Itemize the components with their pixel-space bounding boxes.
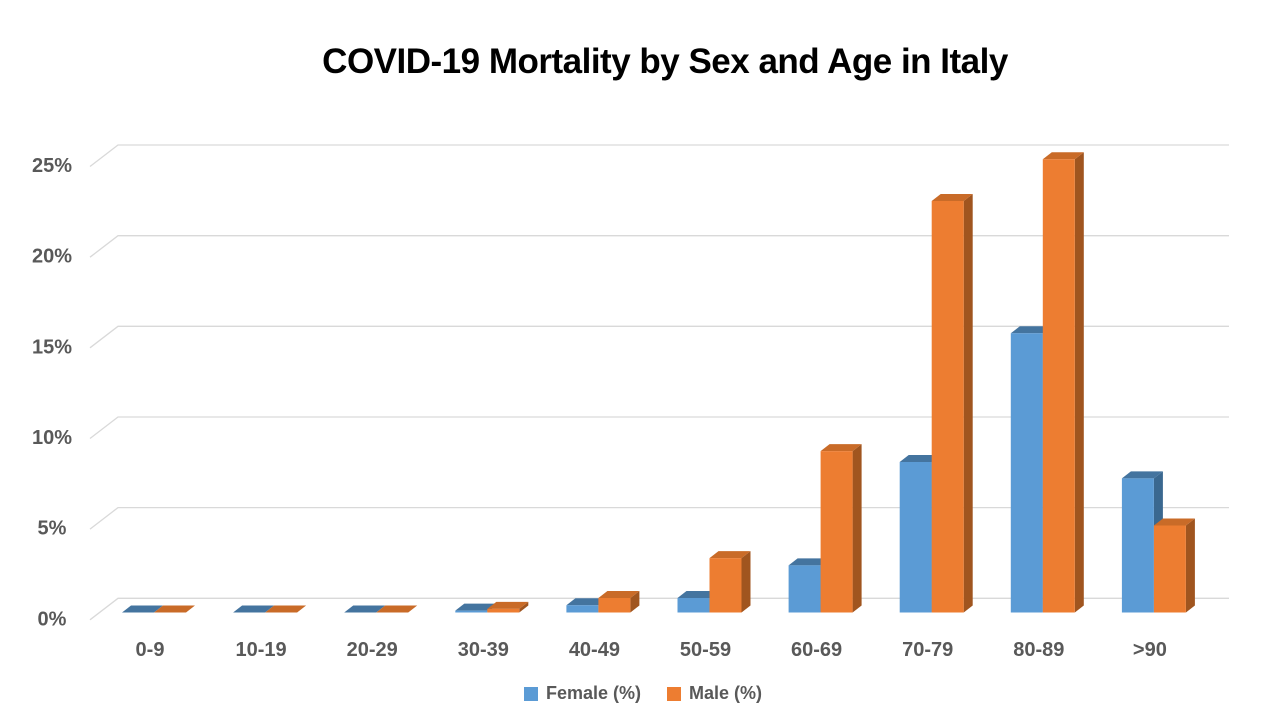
bar-front-face [566,605,599,613]
bar-front-face [788,565,821,613]
legend-item-female: Female (%) [523,683,641,704]
bar-top-face [566,598,608,606]
bar-top-face [376,605,418,613]
x-category-label: 20-29 [347,639,398,661]
x-category-label: 80-89 [1013,639,1064,661]
x-category-label: 40-49 [569,639,620,661]
bar-top-face [899,455,941,463]
bar-front-face [709,558,742,613]
bar-female-10-19 [233,605,275,613]
bar-front-face [1153,525,1186,613]
bar-side-face [852,444,862,613]
bar-top-face [487,601,529,609]
bar-top-face [677,590,719,598]
gridline-15 [89,325,1229,349]
y-tick-label: 0% [38,608,67,630]
bar-top-face [1153,518,1195,526]
bar-male-40-49 [598,590,640,613]
legend-label: Male (%) [689,683,763,703]
bar-male-10-19 [265,605,307,613]
bar-top-face [1121,471,1163,479]
legend-swatch-male [667,686,681,701]
bar-male-0-9 [154,605,195,613]
bar-side-face [630,590,640,613]
bar-male-50-59 [709,551,751,613]
x-category-label: >90 [1133,639,1167,661]
bar-top-face [931,193,973,201]
legend-item-male: Male (%) [667,683,762,704]
bar-female-0-9 [122,605,163,613]
y-tick-label: 20% [32,246,72,268]
bar-top-face [233,605,275,613]
bar-top-face [344,605,386,613]
bar-male-20-29 [376,605,418,613]
bar-male-90 [1153,518,1195,613]
bar-front-face [455,610,488,613]
bar-top-face [820,444,862,452]
bar-top-face [265,605,307,613]
bar-front-face [820,451,853,613]
y-tick-label: 5% [38,518,67,540]
x-category-label: 50-59 [680,639,731,661]
x-category-label: 70-79 [902,639,953,661]
y-tick-label: 10% [32,427,72,449]
bar-male-70-79 [931,193,973,613]
bar-front-face [1010,333,1043,613]
bar-top-face [154,605,195,613]
bar-front-face [1121,478,1154,613]
bar-top-face [1010,326,1052,334]
chart-title: COVID-19 Mortality by Sex and Age in Ita… [322,42,1008,81]
gridline-10 [89,416,1229,440]
bar-top-face [709,551,751,559]
bar-male-30-39 [487,601,529,613]
bar-top-face [1042,152,1084,160]
bar-male-80-89 [1042,152,1084,613]
legend: Female (%) Male (%) [0,683,1280,704]
bar-top-face [788,558,830,566]
bar-side-face [519,601,529,613]
bar-top-face [122,605,163,613]
x-category-label: 60-69 [791,639,842,661]
bar-front-face [598,597,631,613]
bar-side-face [1074,152,1084,613]
bar-side-face [741,551,751,613]
bar-top-face [455,603,497,611]
x-category-label: 0-9 [136,639,165,661]
bar-side-face [1185,518,1195,613]
bar-front-face [931,200,964,613]
gridline-20 [89,235,1229,258]
bar-front-face [899,462,932,613]
bar-front-face [487,608,520,613]
bar-male-60-69 [820,444,862,613]
y-tick-label: 15% [32,336,72,358]
legend-swatch-female [523,686,538,701]
bar-front-face [677,597,710,613]
bar-front-face [1042,159,1075,613]
y-tick-label: 25% [32,155,72,177]
x-category-label: 30-39 [458,639,509,661]
x-category-label: 10-19 [236,639,287,661]
gridline-25 [89,144,1229,168]
legend-label: Female (%) [545,683,641,703]
bar-top-face [598,590,640,598]
bar-female-20-29 [344,605,386,613]
bar-side-face [963,193,973,613]
